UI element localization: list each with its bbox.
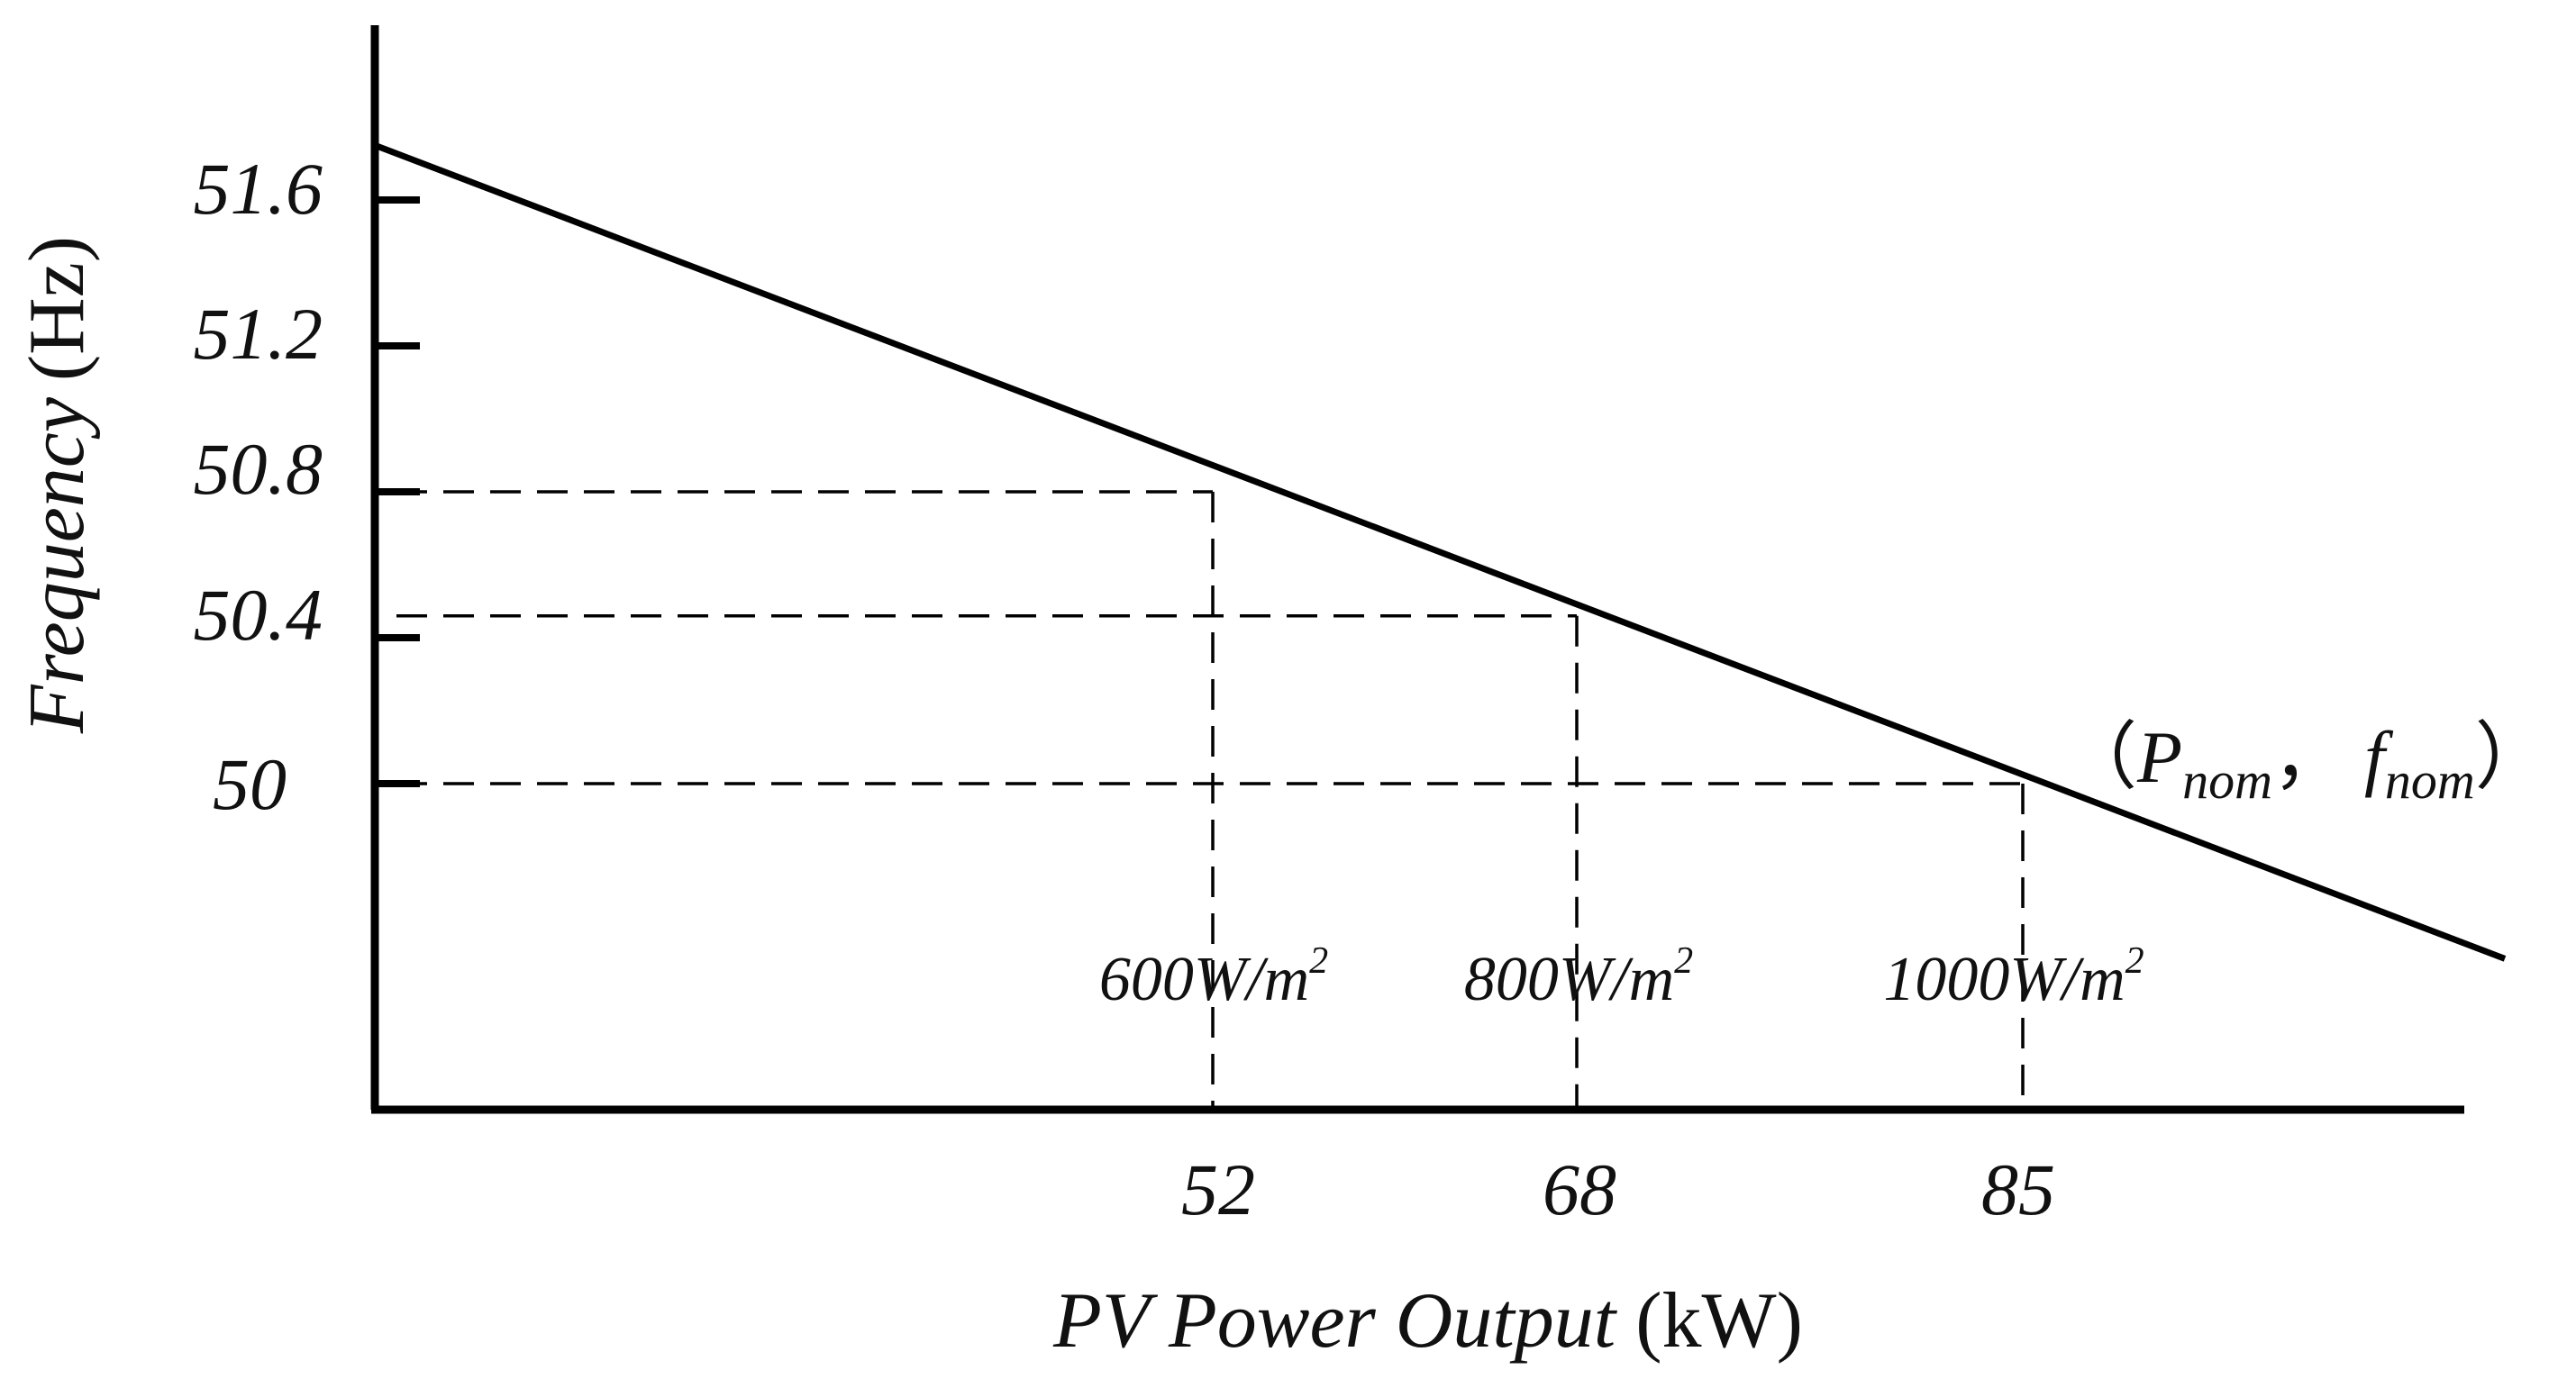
y-tick-label-51.2: 51.2 (194, 293, 323, 375)
x-tick-label-68: 68 (1543, 1148, 1616, 1230)
nominal-point-annotation: （Pnom， fnom） (2063, 716, 2549, 810)
irradiance-label-600: 600W/m2 (1099, 940, 1328, 1014)
y-axis-title: Frequency(Hz) (14, 236, 101, 734)
irradiance-labels: 600W/m2 800W/m2 1000W/m2 (1099, 940, 2144, 1014)
y-tick-label-50.8: 50.8 (194, 428, 323, 510)
irradiance-label-1000: 1000W/m2 (1883, 940, 2144, 1014)
y-tick-label-51.6: 51.6 (194, 148, 323, 230)
reference-guides (396, 490, 2025, 1106)
x-tick-label-52: 52 (1181, 1148, 1255, 1230)
y-tick-label-50.4: 50.4 (194, 574, 323, 656)
y-tick-label-50: 50 (213, 743, 287, 825)
y-tick-labels: 51.6 51.2 50.8 50.4 50 (194, 148, 323, 825)
x-axis-title: PV Power Output (kW) (1052, 1277, 1803, 1365)
x-tick-label-85: 85 (1981, 1148, 2055, 1230)
x-tick-labels: 52 68 85 (1181, 1148, 2055, 1230)
droop-line (373, 141, 2507, 962)
irradiance-label-800: 800W/m2 (1464, 940, 1693, 1014)
